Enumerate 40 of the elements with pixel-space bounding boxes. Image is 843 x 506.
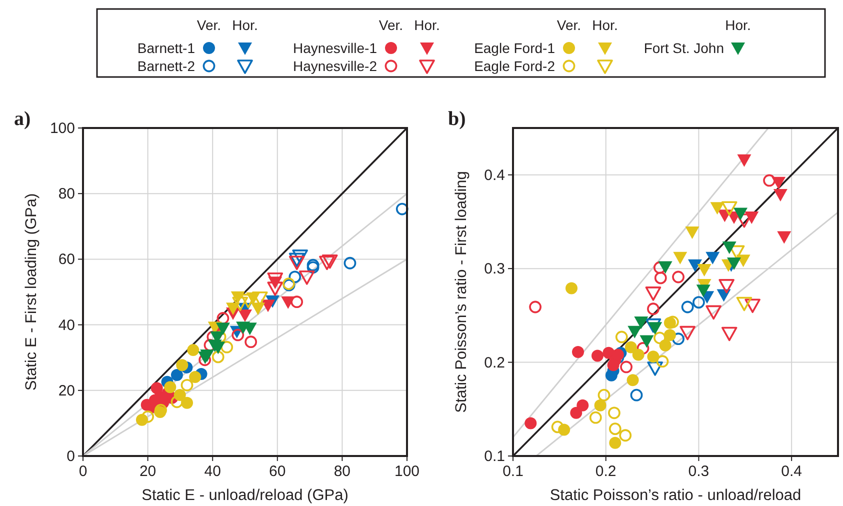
y-tick-label: 0.1 [484, 448, 505, 465]
legend-label: Fort St. John [644, 40, 724, 56]
x-tick-label: 20 [139, 463, 156, 480]
x-tick-label: 0 [78, 463, 88, 480]
x-tick-label: 60 [269, 463, 286, 480]
x-tick-label: 40 [204, 463, 221, 480]
x-axis-title: Static Poisson’s ratio - unload/reload [550, 487, 802, 504]
x-tick-label: 0.2 [595, 463, 616, 480]
legend-label: Haynesville-1 [292, 40, 378, 56]
legend-label: Haynesville-2 [292, 58, 378, 74]
x-tick-label: 100 [394, 463, 420, 480]
text: Hor. [592, 17, 618, 33]
y-tick-label: 0.4 [484, 166, 505, 184]
x-tick-label: 80 [334, 463, 351, 480]
y-axis-title: Static E - First loading (GPa) [23, 193, 40, 391]
text: Hor. [232, 17, 258, 33]
x-tick-label: 0.3 [688, 463, 710, 480]
x-tick-label: 0.1 [502, 463, 524, 480]
legend-label: Barnett-2 [137, 58, 196, 74]
text: Ver. [556, 17, 582, 33]
y-tick-label: 0.2 [484, 354, 505, 372]
text: Hor. [725, 17, 751, 33]
y-tick-label: 40 [58, 316, 75, 334]
legend-label: Eagle Ford-2 [474, 58, 556, 74]
x-tick-label: 0.4 [781, 463, 802, 480]
y-tick-label: 0 [66, 448, 75, 465]
chart-title: a) [14, 108, 31, 130]
y-tick-label: 100 [50, 120, 75, 137]
legend-label: Barnett-1 [137, 40, 196, 56]
y-tick-label: 80 [58, 186, 75, 203]
text: Hor. [414, 17, 440, 33]
legend-label: Eagle Ford-1 [474, 40, 556, 56]
y-tick-label: 0.3 [484, 260, 505, 278]
chart-title: b) [448, 108, 466, 130]
y-axis-title: Static Poisson’s ratio - First loading [453, 171, 470, 413]
text: Ver. [378, 17, 404, 33]
x-axis-title: Static E - unload/reload (GPa) [142, 487, 348, 504]
text: Ver. [196, 17, 222, 33]
y-tick-label: 20 [58, 382, 75, 400]
y-tick-label: 60 [58, 251, 75, 268]
